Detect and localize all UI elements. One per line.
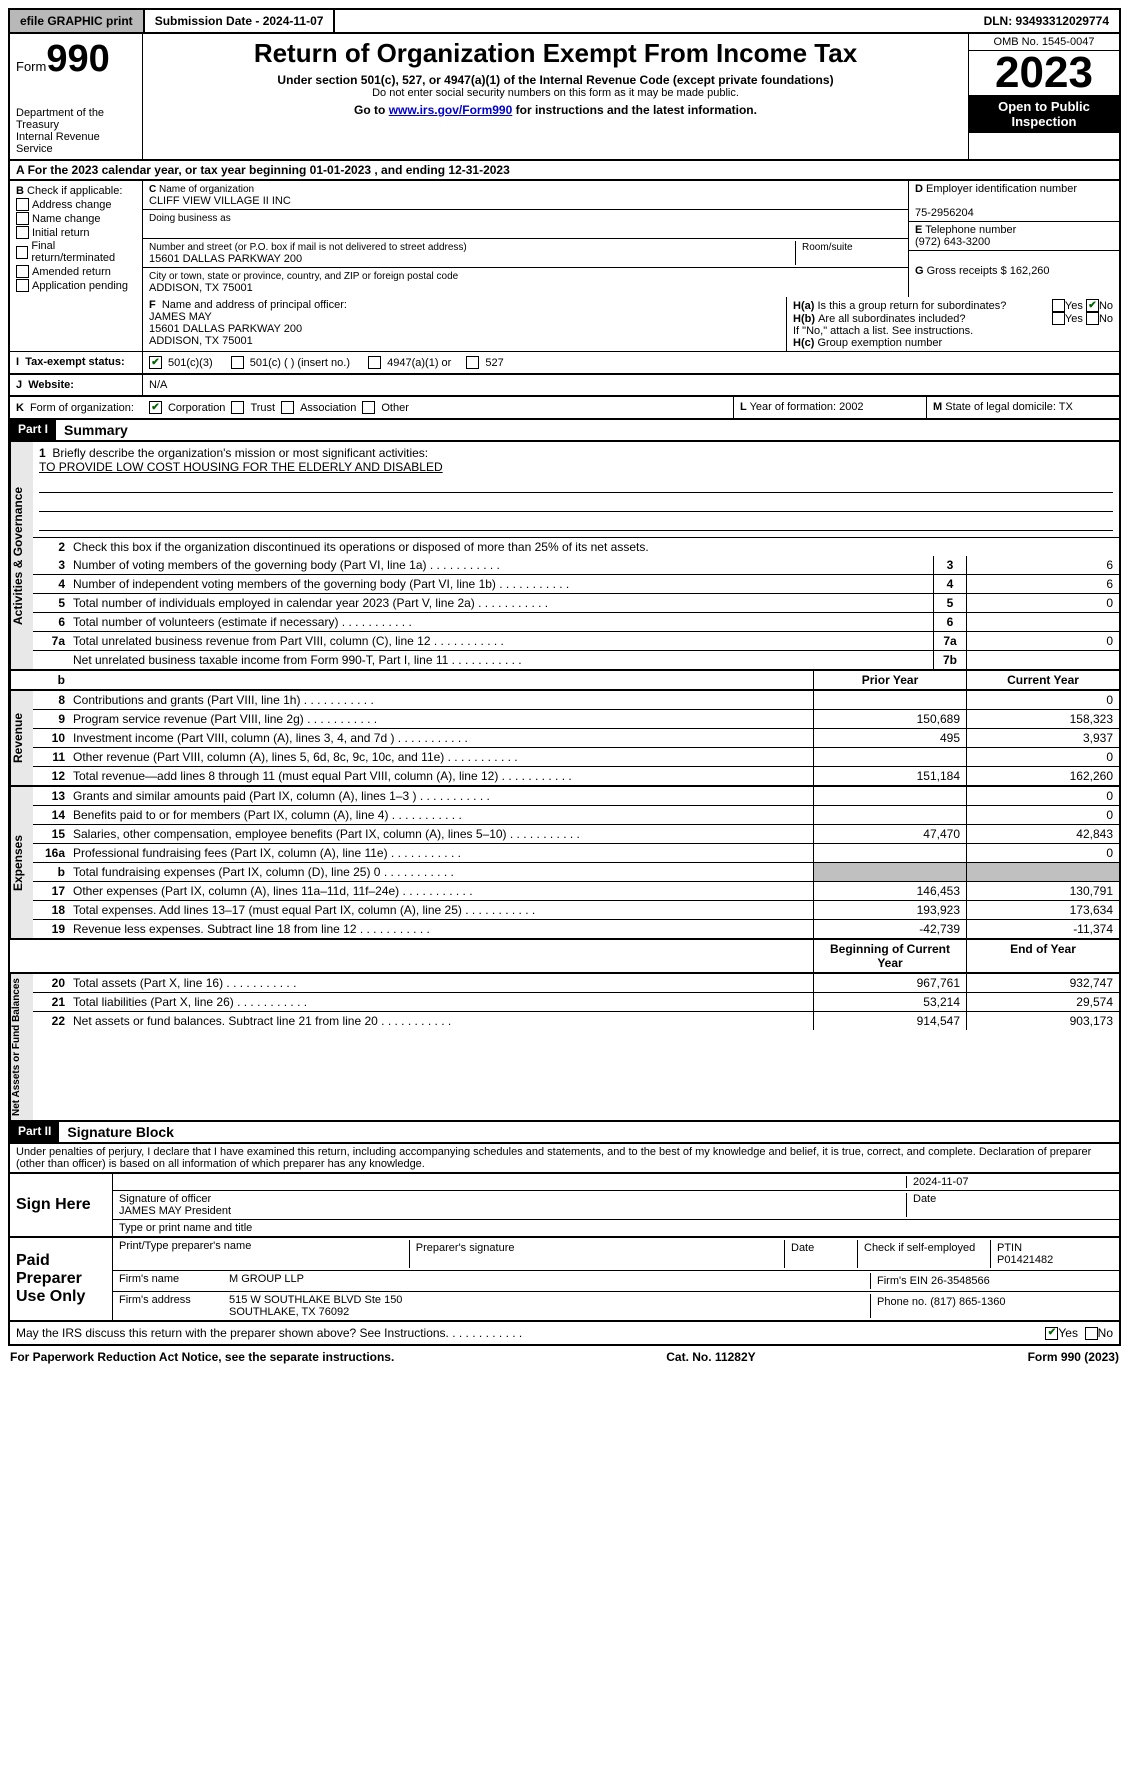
officer-group-block: F Name and address of principal officer:… bbox=[8, 297, 1121, 352]
line-13: 13Grants and similar amounts paid (Part … bbox=[33, 787, 1119, 805]
summary-line-7a: 7aTotal unrelated business revenue from … bbox=[33, 631, 1119, 650]
summary-line-6: 6Total number of volunteers (estimate if… bbox=[33, 612, 1119, 631]
sign-here-block: Sign Here 2024-11-07 Signature of office… bbox=[8, 1174, 1121, 1238]
discuss-no-checkbox[interactable] bbox=[1085, 1327, 1098, 1340]
paid-preparer-block: Paid Preparer Use Only Print/Type prepar… bbox=[8, 1238, 1121, 1322]
checkbox-application-pending[interactable]: Application pending bbox=[16, 279, 136, 292]
gross-receipts-cell: G Gross receipts $ 162,260 bbox=[909, 251, 1119, 279]
discuss-row: May the IRS discuss this return with the… bbox=[8, 1322, 1121, 1346]
subtitle-1: Under section 501(c), 527, or 4947(a)(1)… bbox=[151, 73, 960, 87]
ha-yes-checkbox[interactable] bbox=[1052, 299, 1065, 312]
hb-note: If "No," attach a list. See instructions… bbox=[793, 325, 1113, 337]
top-bar: efile GRAPHIC print Submission Date - 20… bbox=[8, 8, 1121, 34]
efile-print-button[interactable]: efile GRAPHIC print bbox=[10, 10, 145, 32]
line-8: 8Contributions and grants (Part VIII, li… bbox=[33, 691, 1119, 709]
sign-here-label: Sign Here bbox=[10, 1174, 113, 1236]
governance-section: Activities & Governance 1 Briefly descri… bbox=[8, 442, 1121, 671]
form-header: Form990 Department of the Treasury Inter… bbox=[8, 34, 1121, 161]
checkbox-final-return-terminated[interactable]: Final return/terminated bbox=[16, 240, 136, 264]
line-10: 10Investment income (Part VIII, column (… bbox=[33, 728, 1119, 747]
tax-exempt-row: I Tax-exempt status: 501(c)(3) 501(c) ( … bbox=[8, 352, 1121, 375]
summary-line-3: 3Number of voting members of the governi… bbox=[33, 556, 1119, 574]
address-cell: Number and street (or P.O. box if mail i… bbox=[143, 239, 908, 268]
ha-no-checkbox[interactable] bbox=[1086, 299, 1099, 312]
summary-line-5: 5Total number of individuals employed in… bbox=[33, 593, 1119, 612]
line-16a: 16aProfessional fundraising fees (Part I… bbox=[33, 843, 1119, 862]
line-b: bTotal fundraising expenses (Part IX, co… bbox=[33, 862, 1119, 881]
city-cell: City or town, state or province, country… bbox=[143, 268, 908, 296]
officer-address: JAMES MAY 15601 DALLAS PARKWAY 200 ADDIS… bbox=[149, 311, 302, 347]
org-name-cell: C Name of organization CLIFF VIEW VILLAG… bbox=[143, 181, 908, 210]
vtab-revenue: Revenue bbox=[10, 691, 33, 785]
501c-checkbox[interactable] bbox=[231, 356, 244, 369]
subtitle-3: Go to www.irs.gov/Form990 for instructio… bbox=[151, 103, 960, 117]
501c3-checkbox[interactable] bbox=[149, 356, 162, 369]
open-to-public: Open to Public Inspection bbox=[969, 95, 1119, 133]
vtab-expenses: Expenses bbox=[10, 787, 33, 938]
line-17: 17Other expenses (Part IX, column (A), l… bbox=[33, 881, 1119, 900]
checkbox-name-change[interactable]: Name change bbox=[16, 212, 136, 225]
other-checkbox[interactable] bbox=[362, 401, 375, 414]
527-checkbox[interactable] bbox=[466, 356, 479, 369]
line-22: 22Net assets or fund balances. Subtract … bbox=[33, 1011, 1119, 1030]
vtab-net-assets: Net Assets or Fund Balances bbox=[10, 974, 33, 1120]
line-21: 21Total liabilities (Part X, line 26)53,… bbox=[33, 992, 1119, 1011]
page-footer: For Paperwork Reduction Act Notice, see … bbox=[8, 1346, 1121, 1368]
website-row: J Website: N/A bbox=[8, 375, 1121, 397]
line-19: 19Revenue less expenses. Subtract line 1… bbox=[33, 919, 1119, 938]
paid-preparer-label: Paid Preparer Use Only bbox=[10, 1238, 113, 1320]
tax-year: 2023 bbox=[969, 51, 1119, 95]
part2-header: Part II Signature Block bbox=[8, 1122, 1121, 1144]
corp-checkbox[interactable] bbox=[149, 401, 162, 414]
net-header-row: Beginning of Current Year End of Year bbox=[8, 940, 1121, 974]
ein-cell: D Employer identification number 75-2956… bbox=[909, 181, 1119, 222]
checkbox-b-label: Check if applicable: bbox=[27, 185, 122, 197]
subtitle-2: Do not enter social security numbers on … bbox=[151, 87, 960, 99]
line-9: 9Program service revenue (Part VIII, lin… bbox=[33, 709, 1119, 728]
form-number: Form990 bbox=[16, 38, 136, 81]
submission-date: Submission Date - 2024-11-07 bbox=[145, 10, 336, 32]
net-assets-section: Net Assets or Fund Balances 20Total asse… bbox=[8, 974, 1121, 1122]
revenue-section: Revenue 8Contributions and grants (Part … bbox=[8, 691, 1121, 787]
line-a-period: A For the 2023 calendar year, or tax yea… bbox=[8, 161, 1121, 181]
line-20: 20Total assets (Part X, line 16)967,7619… bbox=[33, 974, 1119, 992]
assoc-checkbox[interactable] bbox=[281, 401, 294, 414]
hb-no-checkbox[interactable] bbox=[1086, 312, 1099, 325]
line-11: 11Other revenue (Part VIII, column (A), … bbox=[33, 747, 1119, 766]
dept-treasury: Department of the Treasury Internal Reve… bbox=[16, 107, 136, 155]
trust-checkbox[interactable] bbox=[231, 401, 244, 414]
line-15: 15Salaries, other compensation, employee… bbox=[33, 824, 1119, 843]
dba-cell: Doing business as bbox=[143, 210, 908, 239]
line-18: 18Total expenses. Add lines 13–17 (must … bbox=[33, 900, 1119, 919]
expenses-section: Expenses 13Grants and similar amounts pa… bbox=[8, 787, 1121, 940]
phone-cell: E Telephone number (972) 643-3200 bbox=[909, 222, 1119, 251]
checkbox-amended-return[interactable]: Amended return bbox=[16, 265, 136, 278]
summary-line-7b: Net unrelated business taxable income fr… bbox=[33, 650, 1119, 669]
form-title: Return of Organization Exempt From Incom… bbox=[151, 38, 960, 69]
part1-header: Part I Summary bbox=[8, 420, 1121, 442]
line-12: 12Total revenue—add lines 8 through 11 (… bbox=[33, 766, 1119, 785]
irs-link[interactable]: www.irs.gov/Form990 bbox=[389, 103, 513, 117]
form-org-row: K Form of organization: Corporation Trus… bbox=[8, 397, 1121, 420]
summary-line-4: 4Number of independent voting members of… bbox=[33, 574, 1119, 593]
line-14: 14Benefits paid to or for members (Part … bbox=[33, 805, 1119, 824]
col-header-row: b Prior Year Current Year bbox=[8, 671, 1121, 691]
org-info-block: B Check if applicable: Address changeNam… bbox=[8, 181, 1121, 297]
vtab-governance: Activities & Governance bbox=[10, 442, 33, 669]
discuss-yes-checkbox[interactable] bbox=[1045, 1327, 1058, 1340]
4947-checkbox[interactable] bbox=[368, 356, 381, 369]
checkbox-initial-return[interactable]: Initial return bbox=[16, 226, 136, 239]
checkbox-address-change[interactable]: Address change bbox=[16, 198, 136, 211]
hb-yes-checkbox[interactable] bbox=[1052, 312, 1065, 325]
dln-label: DLN: 93493312029774 bbox=[974, 10, 1119, 32]
mission-block: 1 Briefly describe the organization's mi… bbox=[33, 442, 1119, 537]
perjury-declaration: Under penalties of perjury, I declare th… bbox=[8, 1144, 1121, 1174]
